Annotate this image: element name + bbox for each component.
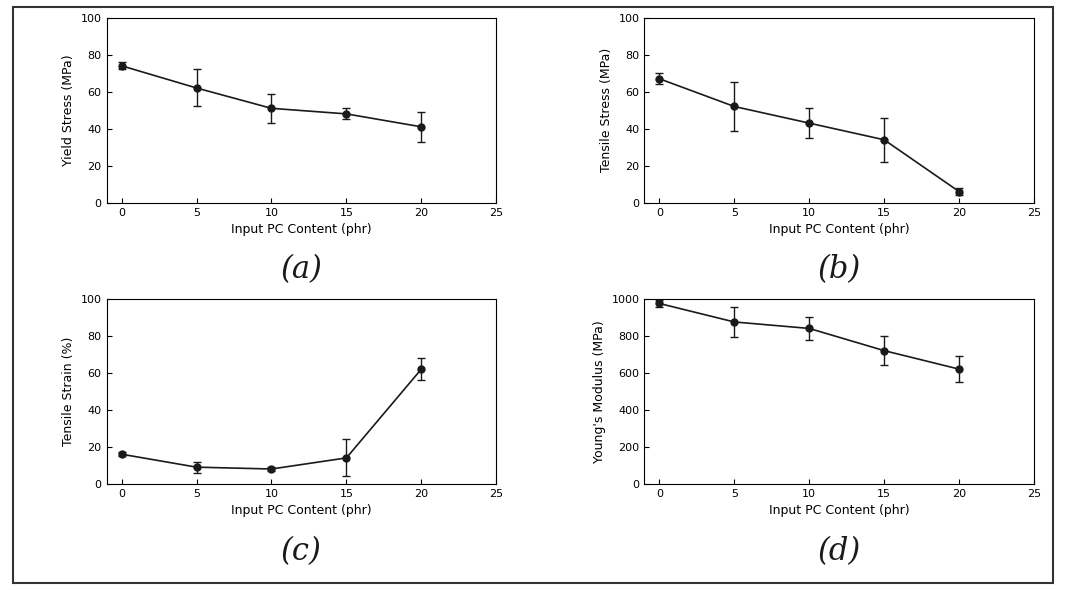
Text: (c): (c) [281, 536, 322, 566]
X-axis label: Input PC Content (phr): Input PC Content (phr) [231, 504, 372, 517]
X-axis label: Input PC Content (phr): Input PC Content (phr) [231, 223, 372, 236]
Y-axis label: Yield Stress (MPa): Yield Stress (MPa) [62, 54, 76, 166]
Y-axis label: Tensile Stress (MPa): Tensile Stress (MPa) [600, 48, 613, 172]
Text: (a): (a) [280, 254, 322, 286]
Text: (d): (d) [818, 536, 861, 566]
X-axis label: Input PC Content (phr): Input PC Content (phr) [769, 504, 909, 517]
Y-axis label: Young's Modulus (MPa): Young's Modulus (MPa) [593, 320, 605, 463]
Text: (b): (b) [818, 254, 861, 286]
X-axis label: Input PC Content (phr): Input PC Content (phr) [769, 223, 909, 236]
Y-axis label: Tensile Strain (%): Tensile Strain (%) [62, 337, 76, 446]
